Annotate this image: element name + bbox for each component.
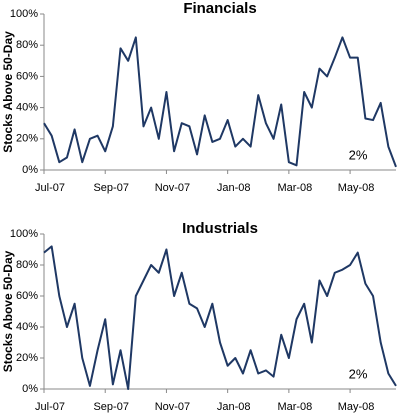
x-tick-label: Nov-07 <box>155 182 190 194</box>
y-axis-label: Stocks Above 50-Day <box>1 31 15 153</box>
chart-title: Industrials <box>182 220 258 237</box>
y-tick-label: 20% <box>16 133 38 145</box>
x-tick-label: Jul-07 <box>35 401 65 413</box>
x-tick-label: Mar-08 <box>277 182 312 194</box>
y-tick-label: 100% <box>10 228 38 240</box>
x-tick-label: Nov-07 <box>155 401 190 413</box>
annotation: 2% <box>349 366 368 381</box>
x-tick-label: Jan-08 <box>217 182 251 194</box>
y-tick-label: 100% <box>10 8 38 20</box>
y-tick-label: 40% <box>16 102 38 114</box>
y-tick-label: 80% <box>16 259 38 271</box>
annotation: 2% <box>349 147 368 162</box>
y-tick-label: 40% <box>16 321 38 333</box>
y-tick-label: 0% <box>22 164 38 176</box>
y-tick-label: 60% <box>16 290 38 302</box>
chart-title: Financials <box>183 0 256 17</box>
x-tick-label: May-08 <box>338 182 375 194</box>
x-tick-label: Jan-08 <box>217 401 251 413</box>
x-tick-label: May-08 <box>338 401 375 413</box>
y-tick-label: 80% <box>16 39 38 51</box>
y-tick-label: 60% <box>16 70 38 82</box>
panel: Industrials Stocks Above 50-Day 0% 20% 40% 60… <box>1 220 397 413</box>
y-tick-label: 20% <box>16 352 38 364</box>
data-line <box>43 245 397 390</box>
panel: Financials Stocks Above 50-Day 0% 20% 40% 60%… <box>1 0 397 194</box>
data-line <box>43 36 397 168</box>
x-tick-label: Sep-07 <box>93 182 128 194</box>
y-axis-label: Stocks Above 50-Day <box>1 250 15 372</box>
x-tick-label: Sep-07 <box>93 401 128 413</box>
y-tick-label: 0% <box>22 383 38 395</box>
x-tick-label: Mar-08 <box>277 401 312 413</box>
x-tick-label: Jul-07 <box>35 182 65 194</box>
